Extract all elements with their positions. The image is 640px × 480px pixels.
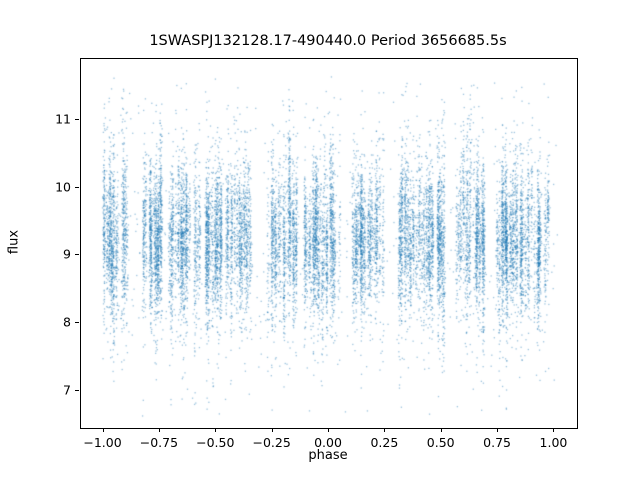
x-tick-label: 0.00 <box>314 435 342 450</box>
y-tick-label: 10 <box>55 179 71 195</box>
x-tick-label: −0.25 <box>252 435 291 450</box>
x-tick-mark <box>384 428 386 432</box>
axes-box <box>80 58 578 429</box>
x-tick-mark <box>328 428 329 432</box>
x-tick-mark <box>102 428 104 432</box>
y-tick-label: 7 <box>63 382 71 398</box>
x-tick-mark <box>497 428 499 432</box>
x-tick-label: 0.25 <box>370 435 399 450</box>
y-tick-label: 8 <box>63 314 71 330</box>
y-tick-mark <box>75 254 79 256</box>
x-tick-label: −1.00 <box>83 435 122 450</box>
y-tick-mark <box>75 322 79 324</box>
scatter-points-canvas <box>81 59 577 428</box>
y-axis-label: flux <box>6 229 22 255</box>
y-tick-mark <box>75 186 79 188</box>
y-tick-label: 11 <box>55 111 71 127</box>
x-tick-mark <box>553 428 555 432</box>
plot-title: 1SWASPJ132128.17-490440.0 Period 3656685… <box>149 33 507 49</box>
x-tick-mark <box>271 428 273 432</box>
y-tick-label: 9 <box>63 246 71 262</box>
x-tick-mark <box>158 428 160 432</box>
x-tick-label: 0.50 <box>426 435 455 450</box>
x-tick-label: 0.75 <box>483 435 511 450</box>
x-tick-label: 1.00 <box>539 435 568 450</box>
y-tick-mark <box>75 118 79 120</box>
x-tick-label: −0.50 <box>196 435 235 450</box>
y-tick-mark <box>75 389 79 391</box>
x-tick-mark <box>215 428 217 432</box>
x-tick-mark <box>440 428 442 432</box>
x-axis-label: phase <box>308 448 348 463</box>
x-tick-label: −0.75 <box>139 435 179 450</box>
